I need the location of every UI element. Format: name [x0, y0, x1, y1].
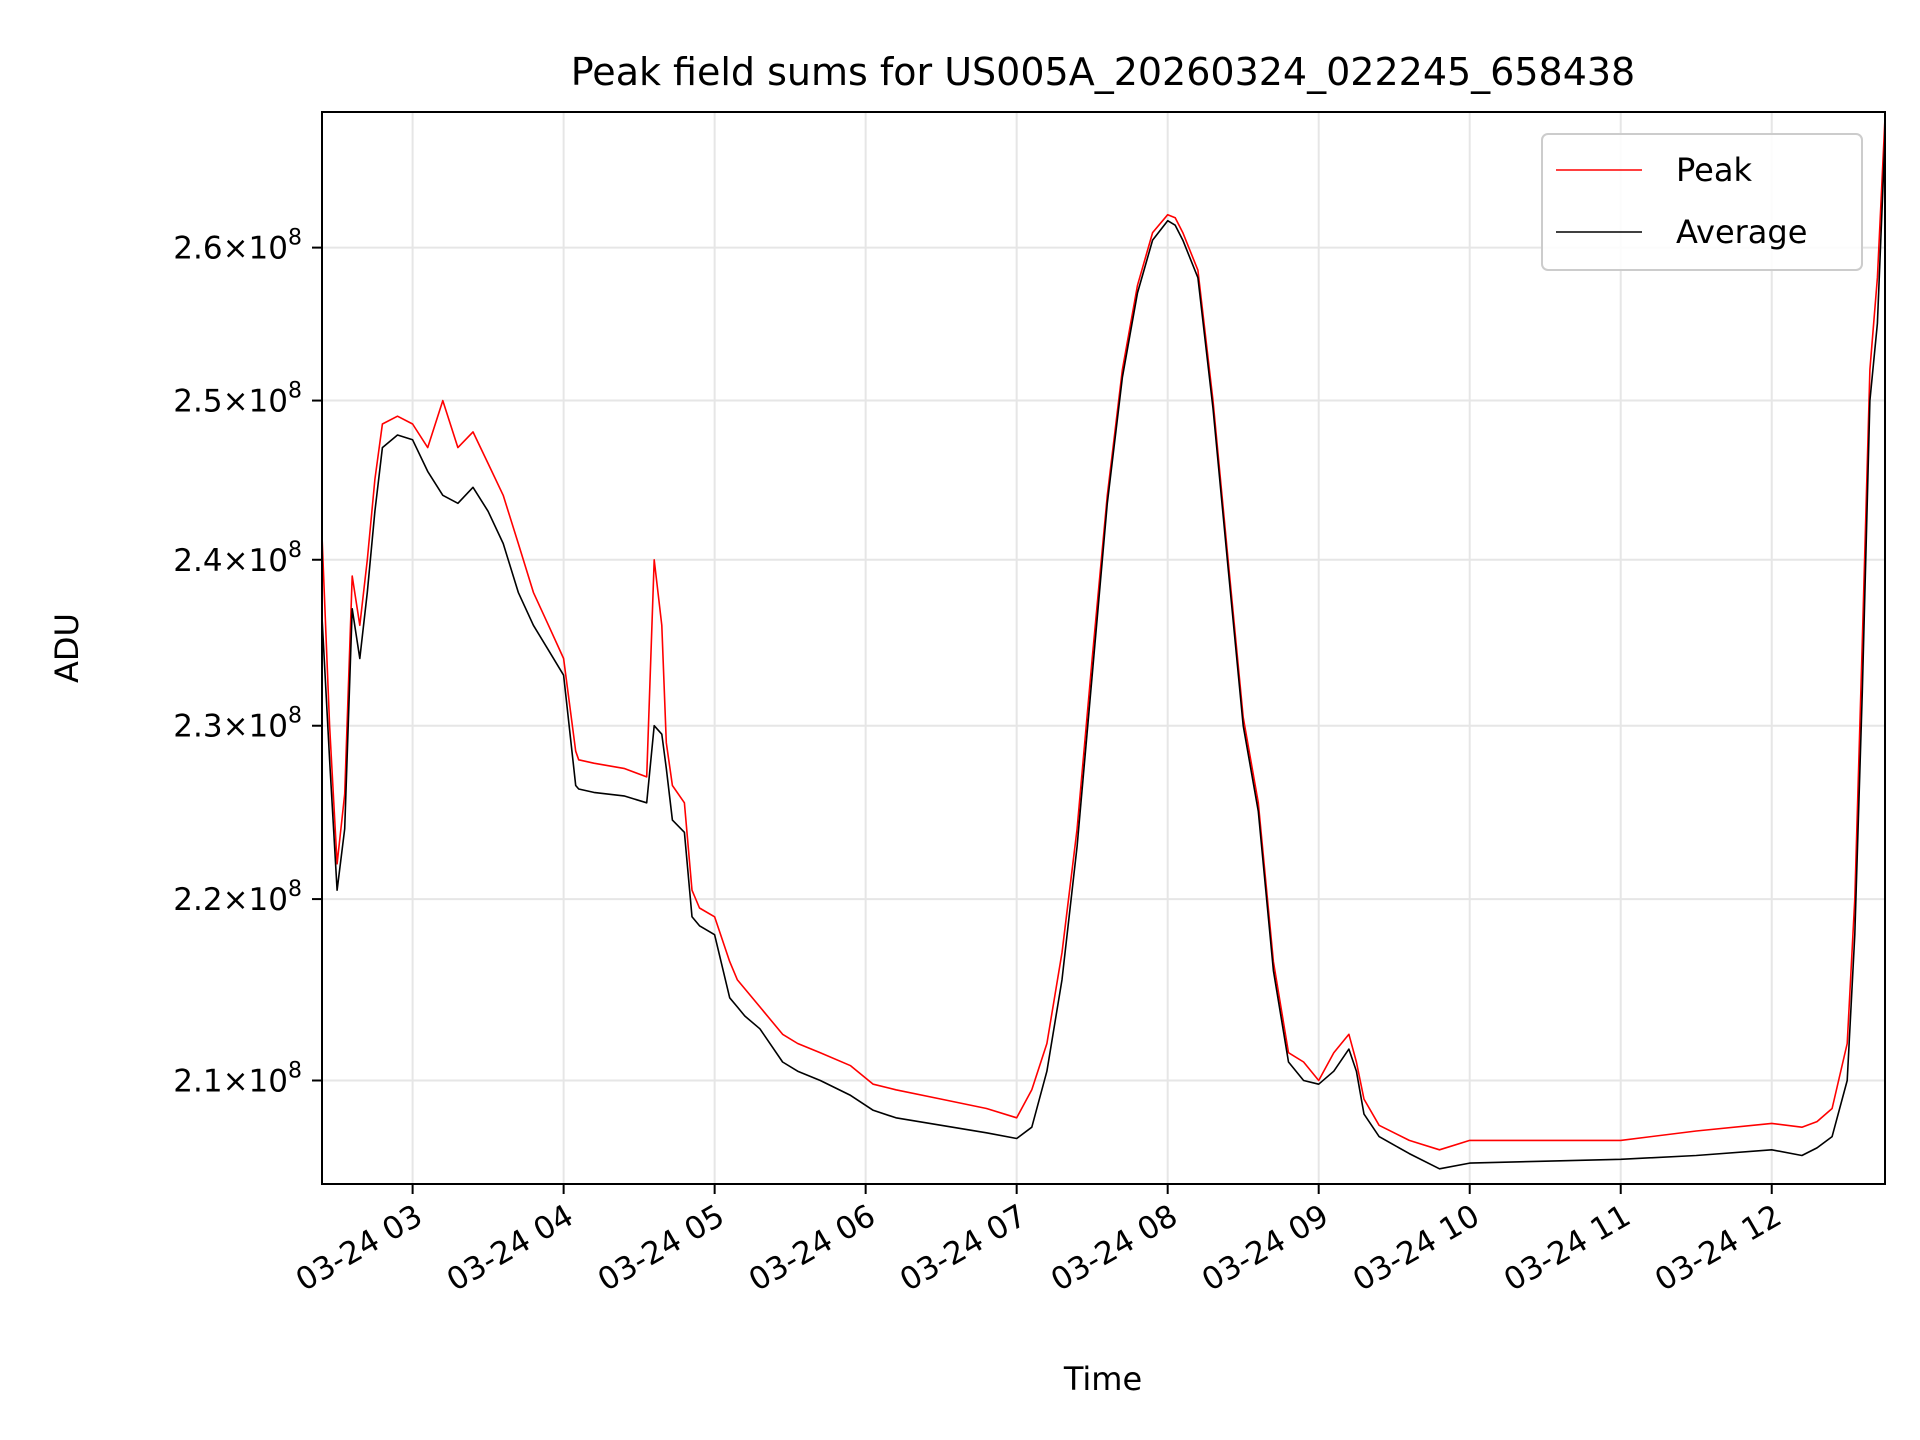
y-tick-times: ×10: [223, 882, 288, 918]
y-tick-mantissa: 2.4: [173, 543, 222, 579]
gridlines: [322, 112, 1885, 1184]
y-tick-mantissa: 2.3: [173, 709, 222, 745]
legend-box: [1541, 133, 1863, 271]
y-tick-exponent: 8: [288, 877, 302, 902]
y-tick-label: 2.6×108: [173, 226, 302, 267]
plot-frame: [321, 111, 1886, 1185]
series-line-average: [321, 136, 1886, 1170]
y-tick-label: 2.4×108: [173, 538, 302, 579]
chart-title: Peak field sums for US005A_20260324_0222…: [571, 50, 1635, 94]
y-tick-times: ×10: [223, 231, 288, 267]
y-tick-times: ×10: [223, 1064, 288, 1100]
series-lines: [321, 117, 1886, 1170]
y-tick-times: ×10: [223, 543, 288, 579]
y-tick-exponent: 8: [288, 226, 302, 251]
y-tick-label: 2.3×108: [173, 704, 302, 745]
y-tick-exponent: 8: [288, 379, 302, 404]
y-axis-ticks: 2.1×1082.2×1082.3×1082.4×1082.5×1082.6×1…: [173, 226, 322, 1100]
legend-label-average: Average: [1676, 213, 1807, 251]
y-tick-mantissa: 2.1: [173, 1064, 222, 1100]
y-tick-exponent: 8: [288, 1059, 302, 1084]
y-tick-label: 2.5×108: [173, 379, 302, 420]
y-tick-label: 2.1×108: [173, 1059, 302, 1100]
y-tick-mantissa: 2.5: [173, 384, 222, 420]
x-axis-label: Time: [1063, 1360, 1142, 1398]
y-tick-exponent: 8: [288, 704, 302, 729]
y-tick-mantissa: 2.2: [173, 882, 222, 918]
y-tick-mantissa: 2.6: [173, 231, 222, 267]
legend: Peak Average: [1541, 133, 1863, 271]
legend-label-peak: Peak: [1676, 151, 1752, 189]
y-tick-times: ×10: [223, 709, 288, 745]
series-line-peak: [321, 117, 1886, 1151]
y-tick-times: ×10: [223, 384, 288, 420]
y-axis-label: ADU: [48, 613, 86, 683]
y-tick-label: 2.2×108: [173, 877, 302, 918]
y-tick-exponent: 8: [288, 538, 302, 563]
